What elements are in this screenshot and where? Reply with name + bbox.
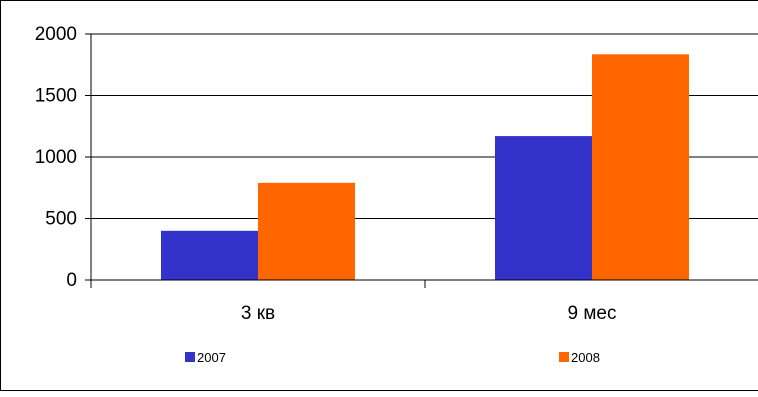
y-tick-label: 1000 [35, 147, 77, 168]
bar-2008-1 [592, 54, 689, 280]
x-tick-label: 3 кв [241, 303, 275, 324]
legend-label: 2007 [197, 350, 226, 365]
y-tick-label: 2000 [35, 24, 77, 45]
x-tick-label: 9 мес [568, 303, 617, 324]
bar-2007-0 [161, 230, 258, 280]
legend-swatch [185, 352, 195, 362]
bar-2007-1 [495, 136, 592, 280]
y-tick-label: 500 [45, 209, 77, 230]
x-tick-labels: 3 кв 9 мес [241, 303, 617, 324]
y-tick-labels: 0 500 1000 1500 2000 [35, 24, 77, 291]
legend: 2007 2008 [185, 350, 600, 365]
axes [85, 33, 758, 288]
y-tick-label: 0 [66, 270, 77, 291]
bars [161, 54, 689, 280]
legend-label: 2008 [571, 350, 600, 365]
bar-2008-0 [258, 182, 355, 280]
y-tick-label: 1500 [35, 86, 77, 107]
legend-swatch [559, 352, 569, 362]
